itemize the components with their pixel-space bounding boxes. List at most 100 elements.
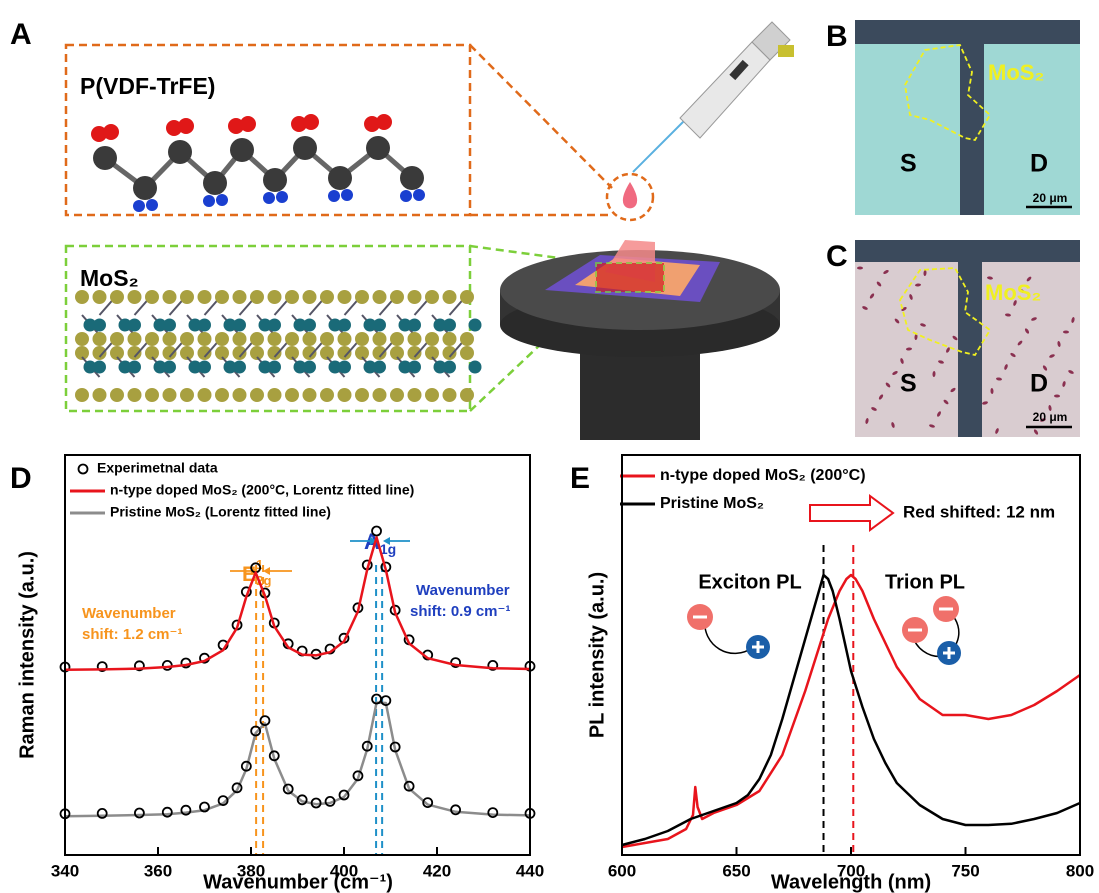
- molybdenum-atom: [233, 319, 246, 332]
- scale-label: 20 μm: [1033, 410, 1068, 424]
- sulfur-atom: [198, 388, 212, 402]
- sulfur-atom: [320, 332, 334, 346]
- carbon-atom: [230, 138, 254, 162]
- hydrogen-atom: [263, 192, 275, 204]
- sulfur-atom: [128, 388, 142, 402]
- polymer-title: P(VDF-TrFE): [80, 73, 215, 99]
- molybdenum-atom: [128, 319, 141, 332]
- panel-label: B: [826, 20, 848, 53]
- sulfur-atom: [128, 290, 142, 304]
- x-tick-label: 360: [144, 861, 172, 880]
- molybdenum-atom: [338, 361, 351, 374]
- sulfur-atom: [268, 332, 282, 346]
- hydrogen-atom: [413, 189, 425, 201]
- molybdenum-atom: [163, 361, 176, 374]
- sulfur-atom: [250, 332, 264, 346]
- sulfur-atom: [233, 290, 247, 304]
- sulfur-atom: [443, 346, 457, 360]
- sulfur-atom: [198, 290, 212, 304]
- sulfur-atom: [75, 332, 89, 346]
- annotation: Wavenumber: [416, 582, 510, 599]
- sulfur-atom: [233, 332, 247, 346]
- sulfur-atom: [443, 332, 457, 346]
- annotation: Exciton PL: [698, 571, 801, 593]
- panel-label: C: [826, 240, 848, 273]
- sulfur-atom: [303, 290, 317, 304]
- electrode-bar: [958, 240, 982, 437]
- sulfur-atom: [250, 290, 264, 304]
- sulfur-atom: [145, 388, 159, 402]
- fluorine-atom: [303, 114, 319, 130]
- molybdenum-atom: [469, 319, 482, 332]
- sulfur-atom: [373, 290, 387, 304]
- sulfur-atom: [320, 290, 334, 304]
- sulfur-atom: [390, 290, 404, 304]
- sulfur-atom: [408, 388, 422, 402]
- sulfur-atom: [215, 290, 229, 304]
- electrode-bar: [960, 20, 984, 215]
- sulfur-atom: [460, 332, 474, 346]
- sulfur-atom: [268, 388, 282, 402]
- sulfur-atom: [180, 332, 194, 346]
- carbon-atom: [93, 146, 117, 170]
- stage: [500, 22, 794, 440]
- legend-label: n-type doped MoS₂ (200°C, Lorentz fitted…: [110, 482, 414, 498]
- mos2-lattice: [75, 290, 482, 402]
- annotation: shift: 1.2 cm⁻¹: [82, 626, 182, 643]
- drain-label: D: [1030, 150, 1048, 178]
- legend-label: n-type doped MoS₂ (200°C): [660, 467, 866, 484]
- y-axis-title: PL intensity (a.u.): [586, 572, 608, 738]
- molybdenum-atom: [163, 319, 176, 332]
- carbon-atom: [133, 176, 157, 200]
- sulfur-atom: [460, 290, 474, 304]
- sulfur-atom: [460, 346, 474, 360]
- sulfur-atom: [93, 290, 107, 304]
- molybdenum-atom: [128, 361, 141, 374]
- sulfur-atom: [373, 332, 387, 346]
- source-label: S: [900, 370, 917, 398]
- sulfur-atom: [285, 290, 299, 304]
- carbon-atom: [400, 166, 424, 190]
- molybdenum-atom: [338, 319, 351, 332]
- sulfur-atom: [163, 346, 177, 360]
- sulfur-atom: [145, 290, 159, 304]
- molybdenum-atom: [233, 361, 246, 374]
- source-label: S: [900, 150, 917, 178]
- hydrogen-atom: [341, 189, 353, 201]
- sulfur-atom: [250, 388, 264, 402]
- carbon-atom: [328, 166, 352, 190]
- annotation: Red shifted: 12 nm: [903, 502, 1055, 521]
- x-tick-label: 420: [423, 861, 451, 880]
- molybdenum-atom: [198, 361, 211, 374]
- annotation: shift: 0.9 cm⁻¹: [410, 603, 510, 620]
- sulfur-atom: [408, 290, 422, 304]
- hydrogen-atom: [216, 194, 228, 206]
- hydrogen-atom: [146, 199, 158, 211]
- x-tick-label: 440: [516, 861, 544, 880]
- x-tick-label: 750: [951, 861, 979, 880]
- sulfur-atom: [320, 388, 334, 402]
- y-axis-title: Raman intensity (a.u.): [16, 551, 38, 759]
- molybdenum-atom: [443, 319, 456, 332]
- pipette-tip: [633, 115, 690, 172]
- sulfur-atom: [460, 388, 474, 402]
- molybdenum-atom: [93, 319, 106, 332]
- flake-label: MoS₂: [988, 60, 1044, 85]
- droplet: [623, 182, 637, 208]
- fluorine-atom: [376, 114, 392, 130]
- molybdenum-atom: [408, 319, 421, 332]
- hydrogen-atom: [276, 191, 288, 203]
- sulfur-atom: [425, 388, 439, 402]
- x-tick-label: 400: [330, 861, 358, 880]
- panel-label: A: [10, 18, 32, 51]
- sulfur-atom: [93, 346, 107, 360]
- molybdenum-atom: [303, 361, 316, 374]
- sulfur-atom: [355, 290, 369, 304]
- sulfur-atom: [180, 290, 194, 304]
- sulfur-atom: [110, 290, 124, 304]
- sulfur-atom: [163, 332, 177, 346]
- scale-label: 20 μm: [1033, 191, 1068, 205]
- flake-label: MoS₂: [985, 280, 1041, 305]
- carbon-atom: [366, 136, 390, 160]
- x-tick-label: 380: [237, 861, 265, 880]
